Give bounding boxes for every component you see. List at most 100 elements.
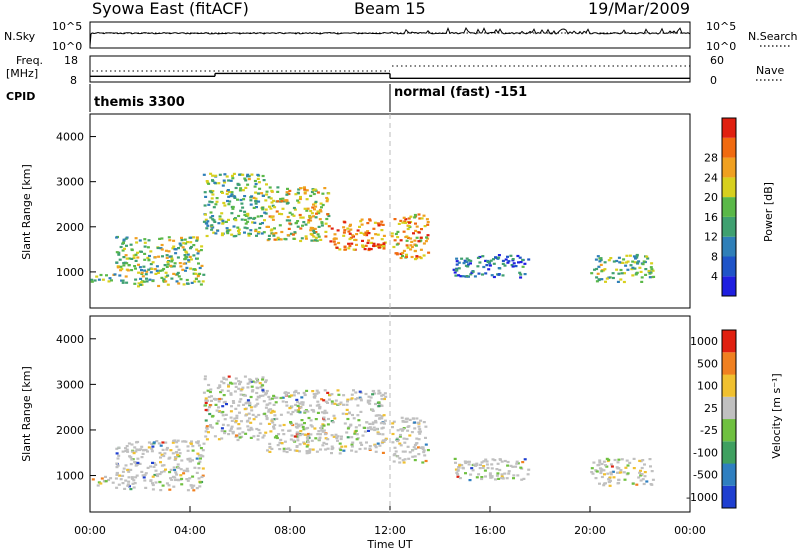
heatmap-cell	[414, 447, 418, 450]
heatmap-cell	[454, 461, 457, 464]
heatmap-cell	[209, 425, 213, 428]
heatmap-cell	[318, 208, 322, 212]
heatmap-cell	[607, 259, 611, 262]
heatmap-cell	[233, 417, 237, 420]
heatmap-cell	[261, 222, 264, 225]
heatmap-cell	[400, 416, 404, 419]
heatmap-cell	[113, 273, 117, 276]
heatmap-cell	[205, 222, 209, 225]
heatmap-cell	[603, 261, 607, 264]
heatmap-cell	[325, 200, 329, 203]
heatmap-cell	[130, 257, 134, 260]
heatmap-cell	[233, 390, 237, 393]
heatmap-cell	[511, 258, 515, 261]
heatmap-cell	[597, 463, 601, 467]
heatmap-cell	[220, 437, 224, 440]
heatmap-cell	[227, 383, 230, 386]
heatmap-cell	[322, 429, 326, 432]
heatmap-cell	[478, 261, 482, 264]
heatmap-cell	[509, 464, 513, 467]
heatmap-cell	[323, 389, 327, 392]
heatmap-cell	[254, 229, 258, 233]
heatmap-cell	[238, 400, 242, 403]
heatmap-cell	[261, 384, 265, 387]
heatmap-cell	[338, 248, 342, 251]
heatmap-cell	[304, 237, 308, 240]
heatmap-cell	[229, 393, 233, 396]
heatmap-cell	[293, 449, 297, 452]
heatmap-cell	[299, 187, 302, 190]
heatmap-cell	[272, 403, 276, 406]
heatmap-cell	[645, 255, 649, 258]
heatmap-cell	[199, 283, 203, 286]
heatmap-cell	[197, 250, 201, 253]
heatmap-cell	[602, 460, 606, 463]
heatmap-cell	[247, 412, 251, 415]
heatmap-cell	[316, 233, 320, 236]
heatmap-cell	[186, 449, 190, 452]
heatmap-cell	[136, 457, 140, 460]
heatmap-cell	[274, 401, 278, 404]
heatmap-cell	[419, 446, 423, 449]
heatmap-cell	[129, 468, 133, 471]
heatmap-cell	[512, 262, 516, 265]
heatmap-cell	[204, 404, 208, 407]
heatmap-cell	[272, 418, 276, 421]
heatmap-cell	[149, 271, 153, 274]
heatmap-cell	[459, 275, 463, 278]
heatmap-cell	[612, 476, 616, 479]
heatmap-cell	[146, 246, 150, 249]
heatmap-cell	[204, 213, 207, 216]
heatmap-cell	[368, 422, 372, 425]
heatmap-cell	[136, 251, 139, 254]
heatmap-cell	[356, 397, 359, 400]
heatmap-cell	[488, 472, 492, 475]
heatmap-cell	[246, 173, 250, 176]
heatmap-cell	[168, 488, 172, 491]
heatmap-cell	[284, 394, 288, 397]
heatmap-cell	[211, 179, 215, 183]
heatmap-cell	[325, 196, 329, 200]
heatmap-cell	[312, 231, 316, 234]
heatmap-cell	[292, 237, 296, 240]
heatmap-cell	[501, 477, 505, 480]
heatmap-cell	[223, 173, 227, 176]
heatmap-cell	[257, 192, 261, 195]
heatmap-cell	[290, 213, 294, 216]
heatmap-cell	[157, 442, 161, 445]
heatmap-cell	[651, 269, 655, 272]
heatmap-cell	[379, 404, 383, 407]
heatmap-cell	[276, 444, 280, 447]
heatmap-cell	[346, 398, 350, 401]
heatmap-cell	[264, 431, 268, 434]
heatmap-cell	[255, 234, 258, 237]
nsearch-label: N.Search	[748, 30, 798, 43]
heatmap-cell	[247, 234, 251, 237]
heatmap-cell	[310, 439, 314, 442]
heatmap-cell	[650, 262, 654, 265]
heatmap-cell	[488, 474, 492, 477]
heatmap-cell	[477, 473, 481, 476]
heatmap-cell	[258, 222, 262, 225]
heatmap-cell	[197, 262, 200, 265]
heatmap-cell	[158, 451, 162, 455]
heatmap-cell	[415, 236, 419, 239]
heatmap-cell	[623, 272, 626, 275]
heatmap-cell	[312, 192, 316, 196]
heatmap-cell	[158, 269, 162, 272]
colorbar-tick-label: -25	[700, 424, 718, 437]
heatmap-cell	[480, 477, 484, 481]
heatmap-cell	[312, 215, 316, 218]
heatmap-cell	[327, 398, 331, 401]
heatmap-cell	[289, 413, 293, 416]
heatmap-cell	[238, 381, 242, 384]
heatmap-cell	[342, 449, 346, 452]
heatmap-cell	[267, 408, 271, 411]
heatmap-cell	[330, 452, 333, 455]
heatmap-cell	[482, 465, 486, 468]
heatmap-cell	[144, 486, 148, 489]
velocity-colorbar-label: Velocity [m s⁻¹]	[770, 373, 783, 458]
heatmap-cell	[417, 240, 421, 243]
heatmap-cell	[461, 466, 465, 469]
heatmap-cell	[205, 180, 209, 183]
